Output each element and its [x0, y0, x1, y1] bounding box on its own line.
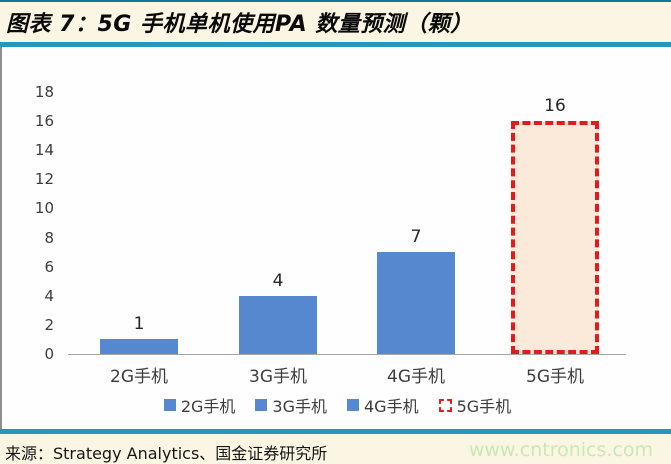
legend-item: 2G手机: [163, 393, 236, 417]
legend-item: 4G手机: [347, 393, 419, 417]
bar-value-label: 7: [410, 227, 422, 247]
bar-chart: 0 2 4 6 8 10 12 14 16 18 1 4 7 16 2G手机 3G手机 4G手机 5G手机 2…: [2, 47, 671, 429]
y-tick-label: 14: [34, 141, 54, 160]
bar-value-label: 4: [272, 271, 284, 291]
legend-square-icon: [163, 399, 176, 411]
bottom-divider: [0, 429, 671, 434]
x-category-label: 3G手机: [249, 367, 307, 387]
legend-square-icon: [255, 399, 268, 411]
legend-label: 4G手机: [364, 397, 419, 416]
legend-label: 2G手机: [180, 397, 236, 416]
x-category-label: 2G手机: [110, 367, 168, 387]
bar-value-label: 1: [133, 314, 145, 334]
legend: 2G手机 3G手机 4G手机 5G手机: [2, 393, 671, 417]
legend-label: 5G手机: [456, 397, 512, 416]
y-tick-label: 4: [44, 286, 54, 305]
bar-value-label: 16: [544, 96, 566, 116]
source-text: 来源：Strategy Analytics、国金证券研究所: [5, 444, 328, 463]
x-category-label: 4G手机: [387, 367, 445, 387]
x-axis-line: [68, 354, 626, 355]
top-edge-line: [0, 0, 671, 2]
x-category-label: 5G手机: [526, 367, 584, 387]
chart-bar: [100, 339, 178, 354]
chart-panel: 0 2 4 6 8 10 12 14 16 18 1 4 7 16 2G手机 3G手机 4G手机 5G手机 2…: [0, 47, 671, 429]
figure-title: 图表 7：5G 手机单机使用PA 数量预测（颗）: [6, 12, 473, 37]
y-tick-label: 10: [34, 199, 54, 218]
legend-square-icon: [347, 399, 359, 411]
y-tick-label: 2: [44, 315, 54, 334]
chart-bar: [377, 252, 455, 354]
watermark-text: www.cntronics.com: [468, 439, 653, 461]
footer: 来源：Strategy Analytics、国金证券研究所 www.cntron…: [0, 434, 671, 464]
legend-label: 3G手机: [272, 397, 327, 416]
y-tick-label: 8: [44, 228, 54, 247]
y-tick-label: 16: [34, 112, 54, 131]
legend-item: 5G手机: [438, 393, 512, 417]
title-divider: [0, 42, 671, 47]
chart-bar: [511, 121, 599, 354]
legend-item: 3G手机: [255, 393, 327, 417]
y-tick-label: 6: [44, 257, 54, 276]
y-tick-label: 0: [44, 345, 54, 363]
chart-bar: [239, 296, 317, 354]
y-tick-label: 12: [34, 170, 54, 189]
y-tick-label: 18: [34, 83, 54, 101]
legend-dashed-square-icon: [438, 398, 452, 412]
